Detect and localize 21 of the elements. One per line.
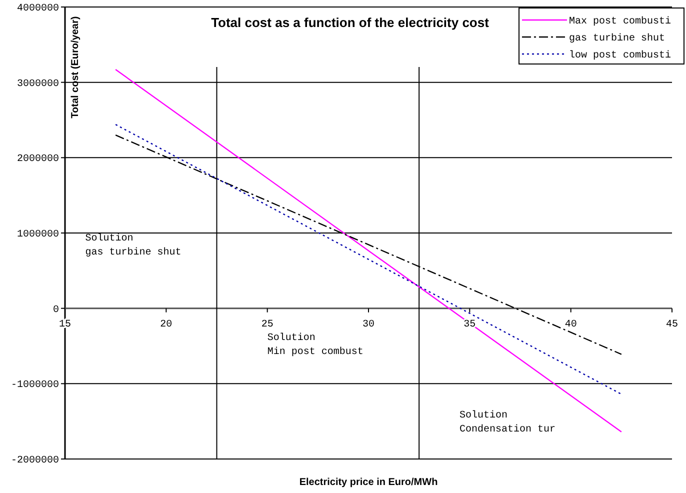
x-tick-label: 45 [666,319,678,330]
text: Total cost as a function of the electricity cost [211,15,490,30]
y-tick-label: 1000000 [16,230,59,240]
legend-label: gas turbine shut [569,32,666,44]
x-tick-label: 20 [160,319,172,330]
annotation: Solution gas turbine shut [85,232,182,259]
annotation: Solution Min post combust [267,332,364,358]
y-tick-label: -2000000 [10,456,59,466]
x-tick-label: 30 [362,319,375,330]
y-tick-label: 3000000 [16,78,59,90]
y-tick-label: -1000000 [10,380,59,392]
y-tick-label: 2000000 [16,154,59,166]
annotation: Solution Condensation tur [460,410,556,436]
y-tick-label: 0 [52,304,59,316]
y-axis-title: Total cost (Euro/year) [70,16,81,118]
legend-label: Max post combusti [569,16,672,28]
x-tick-label: 25 [261,319,274,330]
y-tick-label: 4000000 [16,4,59,14]
x-tick-label: 40 [564,319,577,330]
x-axis-title: Electricity price in Euro/MWh [299,477,438,488]
legend-label: low post combusti [569,50,672,62]
